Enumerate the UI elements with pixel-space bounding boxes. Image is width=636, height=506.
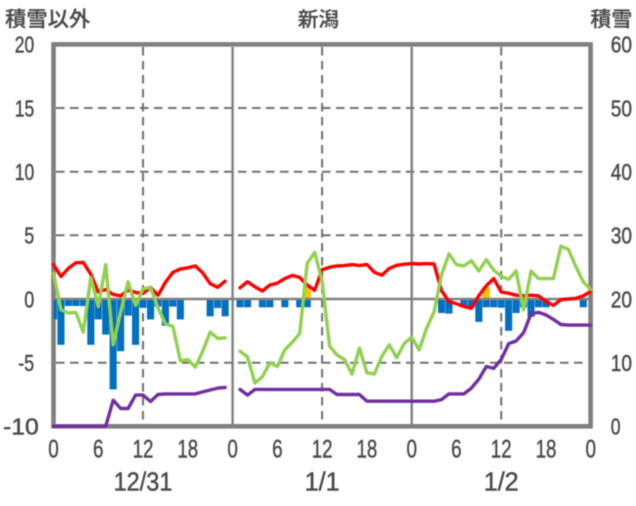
svg-text:12: 12 bbox=[133, 436, 154, 464]
svg-text:5: 5 bbox=[24, 223, 34, 249]
svg-text:12/31: 12/31 bbox=[114, 468, 173, 496]
svg-text:12: 12 bbox=[491, 436, 512, 464]
svg-text:10: 10 bbox=[15, 159, 35, 185]
svg-text:10: 10 bbox=[611, 350, 632, 376]
svg-text:50: 50 bbox=[611, 95, 632, 121]
svg-text:-10: -10 bbox=[3, 414, 39, 440]
svg-text:60: 60 bbox=[611, 32, 632, 58]
svg-text:18: 18 bbox=[536, 436, 557, 464]
svg-text:18: 18 bbox=[177, 436, 198, 464]
svg-text:-5: -5 bbox=[18, 350, 34, 376]
svg-text:6: 6 bbox=[272, 436, 283, 464]
svg-text:0: 0 bbox=[48, 436, 59, 464]
svg-text:0: 0 bbox=[227, 436, 238, 464]
svg-text:6: 6 bbox=[93, 436, 104, 464]
svg-text:15: 15 bbox=[15, 95, 35, 121]
svg-text:20: 20 bbox=[611, 286, 632, 312]
svg-text:1/1: 1/1 bbox=[305, 468, 340, 496]
svg-text:0: 0 bbox=[406, 436, 417, 464]
svg-text:0: 0 bbox=[24, 286, 34, 312]
svg-text:6: 6 bbox=[451, 436, 462, 464]
svg-text:18: 18 bbox=[357, 436, 378, 464]
svg-text:0: 0 bbox=[611, 414, 621, 440]
svg-text:1/2: 1/2 bbox=[484, 468, 519, 496]
svg-text:12: 12 bbox=[312, 436, 333, 464]
svg-text:40: 40 bbox=[611, 159, 632, 185]
svg-text:0: 0 bbox=[585, 436, 596, 464]
svg-text:20: 20 bbox=[15, 32, 35, 58]
svg-text:30: 30 bbox=[611, 223, 632, 249]
